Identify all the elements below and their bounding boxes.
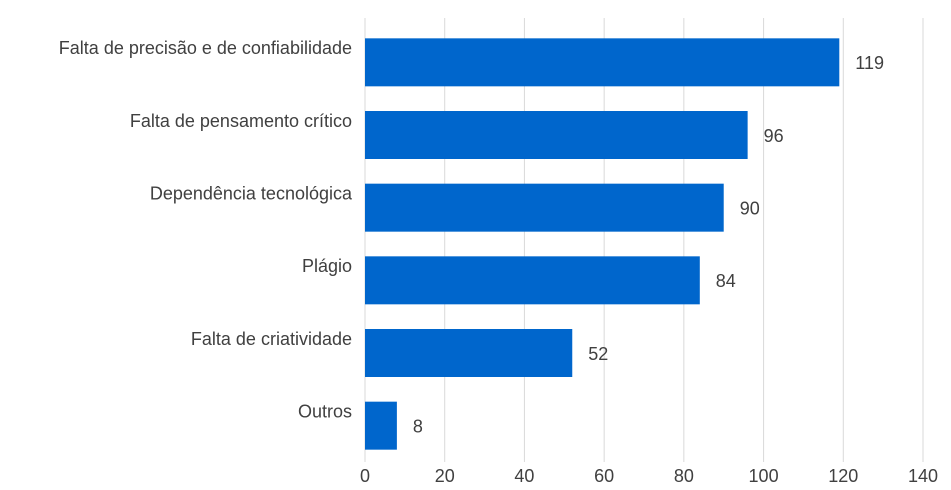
y-tick-label: Falta de pensamento crítico [130,111,352,131]
x-tick-label: 100 [749,466,779,486]
x-tick-label: 20 [435,466,455,486]
value-label: 52 [588,344,608,364]
bar [365,256,700,305]
y-tick-label: Dependência tecnológica [150,183,353,203]
y-tick-label: Outros [298,401,352,421]
bar [365,401,397,450]
bar [365,183,724,232]
x-tick-label: 80 [674,466,694,486]
y-tick-label: Plágio [302,256,352,276]
bar [365,329,573,377]
value-label: 84 [716,271,736,291]
value-label: 96 [764,126,784,146]
x-tick-label: 60 [594,466,614,486]
value-label: 8 [413,416,423,436]
y-tick-label: Falta de criatividade [191,329,352,349]
bar [365,111,748,159]
x-tick-label: 40 [514,466,534,486]
x-tick-label: 0 [360,466,370,486]
x-tick-label: 140 [908,466,938,486]
bar [365,38,840,87]
x-tick-label: 120 [828,466,858,486]
value-label: 119 [855,53,884,73]
value-label: 90 [740,198,760,218]
y-tick-label: Falta de precisão e de confiabilidade [59,38,352,58]
